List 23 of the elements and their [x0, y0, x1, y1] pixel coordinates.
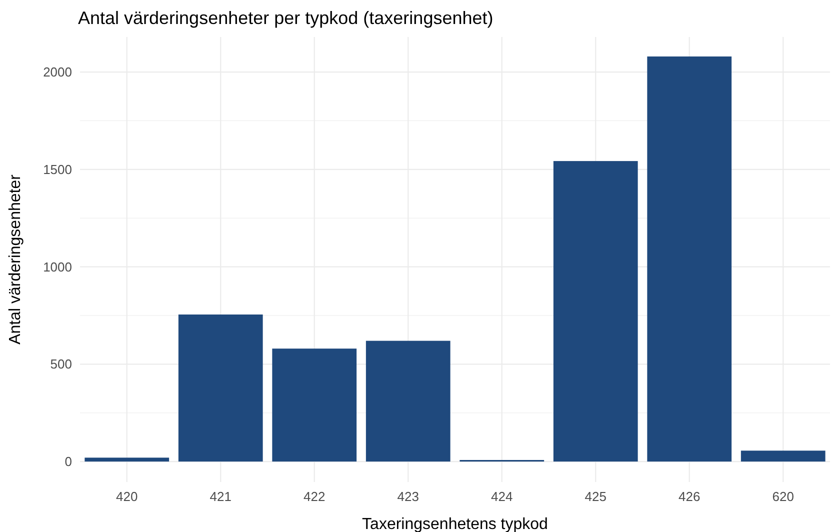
bar: [553, 161, 638, 462]
y-tick-label: 1500: [43, 162, 72, 177]
x-axis-title: Taxeringsenhetens typkod: [362, 516, 548, 532]
y-tick-label: 2000: [43, 64, 72, 80]
y-tick-label: 0: [64, 454, 72, 470]
x-tick-label: 421: [210, 489, 232, 504]
bar: [366, 340, 450, 462]
bar: [740, 450, 826, 462]
bar: [178, 314, 263, 462]
x-tick-label: 425: [584, 489, 606, 504]
chart-title: Antal värderingsenheter per typkod (taxeringsenhet): [78, 8, 494, 28]
bar: [647, 56, 732, 462]
y-axis-title: Antal värderingsenheter: [7, 174, 24, 344]
bar: [272, 348, 357, 462]
x-tick-label: 423: [397, 489, 419, 504]
x-tick-label: 424: [491, 489, 513, 504]
y-tick-label: 1000: [43, 259, 72, 274]
y-tick-label: 500: [50, 356, 72, 372]
bar: [84, 458, 170, 462]
x-tick-label: 426: [678, 489, 700, 504]
x-tick-label: 420: [116, 489, 138, 504]
x-tick-label: 422: [304, 489, 326, 504]
x-tick-label: 620: [772, 489, 794, 504]
